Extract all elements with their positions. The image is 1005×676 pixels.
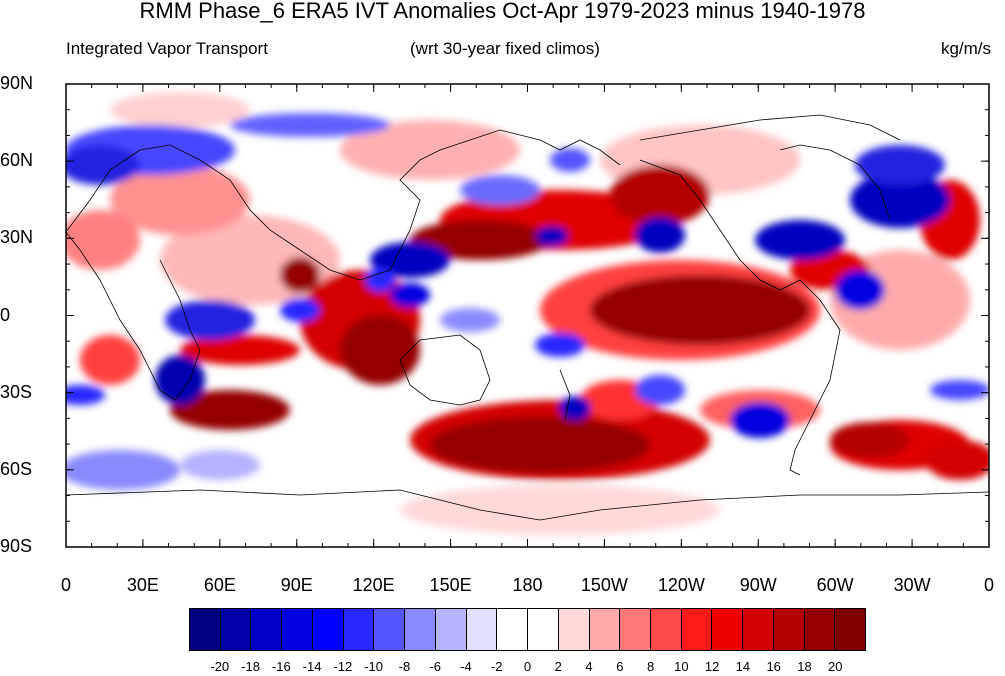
lon-tick-label: 30W	[893, 575, 931, 595]
colorbar-label: -6	[429, 659, 441, 674]
colorbar-label: 20	[827, 659, 843, 674]
colorbar-label: -14	[302, 659, 322, 674]
colorbar-label: 10	[674, 659, 689, 674]
lon-tick-label: 120E	[352, 575, 395, 595]
lon-tick-label: 120W	[657, 575, 705, 595]
colorbar-label: -12	[333, 659, 353, 674]
colorbar-label: -10	[364, 659, 384, 674]
colorbar-box	[712, 609, 744, 650]
colorbar-label: 4	[585, 659, 593, 674]
colorbar-label: -18	[241, 659, 260, 674]
lat-tick-label: 90N	[0, 73, 34, 93]
colorbar-label: 8	[646, 659, 655, 674]
lon-tick-label: 90E	[280, 575, 313, 595]
colorbar-label: -16	[271, 659, 291, 674]
colorbar-box	[773, 609, 805, 650]
colorbar	[189, 608, 866, 651]
colorbar-box	[190, 609, 221, 650]
subtitle-units: kg/m/s	[940, 39, 991, 58]
colorbar-box	[312, 609, 344, 650]
plot-title: RMM Phase_6 ERA5 IVT Anomalies Oct-Apr 1…	[139, 0, 866, 23]
colorbar-box	[374, 609, 406, 650]
colorbar-box	[405, 609, 436, 650]
colorbar-box	[651, 609, 682, 650]
lon-tick-label: 0	[983, 575, 995, 595]
lat-tick-label: 60N	[0, 150, 34, 171]
colorbar-box	[681, 609, 713, 650]
lon-tick-label: 0	[60, 575, 72, 595]
colorbar-label: 18	[797, 659, 812, 674]
colorbar-label: 6	[616, 659, 624, 674]
colorbar-label: 14	[735, 659, 751, 674]
lon-tick-label: 150E	[429, 575, 472, 595]
colorbar-box	[558, 609, 590, 650]
colorbar-label: 16	[766, 659, 781, 674]
colorbar-box	[497, 609, 529, 650]
anomaly-field	[66, 84, 989, 547]
colorbar-label: -2	[490, 659, 503, 674]
colorbar-box	[282, 609, 313, 650]
lat-tick-label: 90S	[0, 536, 33, 556]
coastlines	[66, 114, 989, 521]
colorbar-box	[251, 609, 283, 650]
colorbar-box	[743, 609, 774, 650]
lon-tick-label: 60E	[203, 575, 236, 595]
lat-tick-label: 60S	[0, 458, 33, 479]
colorbar-box	[466, 609, 498, 650]
colorbar-box	[589, 609, 621, 650]
colorbar-label: 2	[554, 659, 562, 674]
lon-tick-label: 150W	[580, 575, 628, 595]
lon-tick-label: 180	[512, 575, 543, 595]
colorbar-box	[835, 609, 866, 650]
colorbar-label: -8	[398, 659, 411, 674]
lon-tick-label: 60W	[816, 575, 854, 595]
subtitle-center: (wrt 30-year fixed climos)	[410, 39, 600, 58]
lat-tick-label: 30S	[0, 381, 33, 402]
lon-tick-label: 90W	[739, 575, 777, 595]
colorbar-box	[435, 609, 467, 650]
colorbar-box	[220, 609, 252, 650]
colorbar-label: -4	[460, 659, 472, 674]
colorbar-box	[343, 609, 375, 650]
colorbar-label: 12	[704, 659, 720, 674]
colorbar-box	[804, 609, 836, 650]
lon-tick-label: 30E	[126, 575, 159, 595]
tick-marks	[65, 83, 990, 548]
colorbar-box	[528, 609, 559, 650]
subtitle-left: Integrated Vapor Transport	[66, 39, 268, 58]
colorbar-label: -20	[210, 659, 230, 674]
colorbar-box	[620, 609, 652, 650]
lat-tick-label: 30N	[0, 227, 34, 248]
colorbar-label: 0	[523, 659, 532, 674]
lat-tick-label: 0	[0, 304, 11, 325]
